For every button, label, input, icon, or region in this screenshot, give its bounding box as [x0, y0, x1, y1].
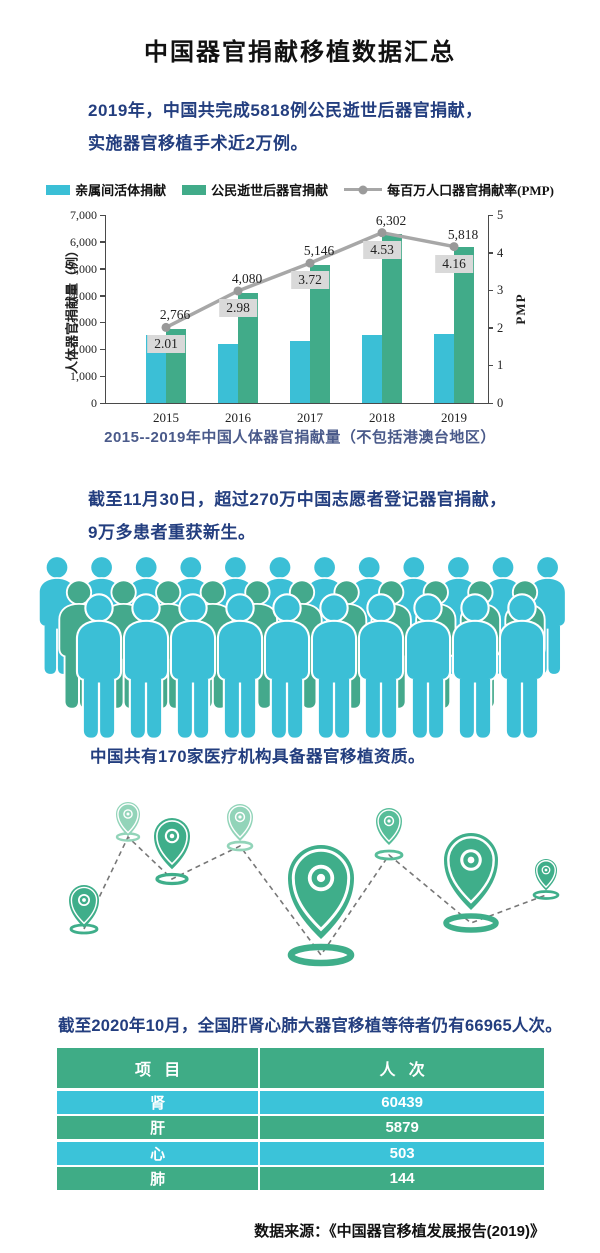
pmp-value-label: 2.98	[219, 298, 257, 317]
bar-living-donation	[362, 335, 382, 403]
bar-living-donation	[434, 333, 454, 403]
bar-living-donation	[218, 344, 238, 403]
person-icon	[404, 593, 452, 740]
person-icon	[498, 593, 546, 740]
chart-legend: 亲属间活体捐献 公民逝世后器官捐献 每百万人口器官捐献率(PMP)	[0, 180, 600, 199]
bar-deceased-donation	[310, 264, 330, 403]
green-bar-swatch-icon	[182, 184, 207, 195]
combo-chart-plot-area: 人体器官捐献量（例） PMP 7,000 6,000 5,000 4,000 3,000…	[65, 209, 529, 425]
legend-item-living-donation: 亲属间活体捐献	[46, 180, 166, 199]
legend-label: 每百万人口器官捐献率(PMP)	[387, 183, 554, 198]
right-axis-title: PMP	[513, 293, 528, 325]
organ-name: 肺	[57, 1167, 261, 1190]
location-pin-icon	[154, 818, 190, 886]
cyan-bar-swatch-icon	[46, 184, 71, 195]
organ-name: 肝	[57, 1116, 261, 1139]
pmp-value-label: 2.01	[147, 335, 185, 354]
dashed-connector-line	[83, 835, 547, 957]
deceased-donation-value-label: 6,302	[375, 212, 407, 228]
organ-count: 144	[389, 1170, 415, 1187]
location-pin-icon	[287, 845, 355, 967]
legend-label: 亲属间活体捐献	[75, 183, 167, 198]
intro-paragraph: 2019年，中国共完成5818例公民逝世后器官捐献， 实施器官移植手术近2万例。	[88, 94, 558, 160]
location-pin-icon	[374, 808, 404, 861]
bar-deceased-donation	[382, 233, 402, 403]
bar-living-donation	[290, 341, 310, 403]
waiting-list-table: 项 目 人 次 肾 60439 肝 5879 心 503 肺 144	[57, 1048, 544, 1190]
bar-deceased-donation	[238, 293, 258, 403]
deceased-donation-value-label: 5,146	[303, 243, 335, 259]
pmp-value-label: 3.72	[291, 271, 329, 290]
location-pin-icon	[443, 833, 499, 933]
chart-caption: 2015--2019年中国人体器官捐献量（不包括港澳台地区）	[104, 429, 496, 446]
pmp-value-label: 4.53	[363, 240, 401, 259]
registry-line-1: 截至11月30日，超过270万中国志愿者登记器官捐献，	[88, 490, 507, 509]
person-icon	[357, 593, 405, 740]
person-icon	[169, 593, 217, 740]
legend-item-pmp-rate: 每百万人口器官捐献率(PMP)	[344, 180, 554, 199]
data-source-note: 数据来源：《中国器官移植发展报告(2019)》	[254, 1223, 545, 1240]
organ-count: 503	[389, 1144, 415, 1162]
deceased-donation-value-label: 4,080	[231, 270, 263, 286]
location-pin-icon	[532, 859, 560, 900]
map-pins-illustration	[69, 802, 560, 967]
intro-line-2: 实施器官移植手术近2万例。	[88, 134, 308, 154]
organ-name: 肾	[57, 1090, 261, 1114]
organ-name: 心	[57, 1141, 261, 1165]
person-icon	[263, 593, 311, 740]
table-header-row: 项 目 人 次	[57, 1048, 544, 1088]
person-icon	[451, 593, 499, 740]
gray-line-marker-icon	[344, 185, 383, 194]
deceased-donation-value-label: 5,818	[447, 226, 479, 242]
person-icon	[310, 593, 358, 740]
legend-label: 公民逝世后器官捐献	[211, 183, 329, 198]
registry-paragraph: 截至11月30日，超过270万中国志愿者登记器官捐献， 9万多患者重获新生。	[88, 483, 568, 549]
person-icon	[122, 593, 170, 740]
deceased-donation-value-label: 2,766	[159, 307, 191, 323]
table-header-renshu: 人 次	[379, 1062, 425, 1079]
table-row-heart: 心 503	[57, 1141, 544, 1165]
organ-count: 5879	[385, 1119, 419, 1136]
person-icon	[75, 593, 123, 740]
table-row-lung: 肺 144	[57, 1167, 544, 1190]
bar-deceased-donation	[454, 246, 474, 403]
registry-line-2: 9万多患者重获新生。	[88, 523, 256, 543]
intro-line-1: 2019年，中国共完成5818例公民逝世后器官捐献，	[88, 101, 483, 120]
location-pin-icon	[69, 885, 99, 935]
pmp-line-series	[161, 228, 459, 332]
pmp-value-label: 4.16	[435, 254, 473, 273]
table-row-kidney: 肾 60439	[57, 1090, 544, 1114]
organ-count: 60439	[381, 1093, 423, 1111]
legend-item-deceased-donation: 公民逝世后器官捐献	[182, 180, 328, 199]
location-pin-icon	[226, 804, 254, 852]
person-icon	[216, 593, 264, 740]
hospitals-paragraph: 中国共有170家医疗机构具备器官移植资质。	[90, 748, 426, 766]
page-title: 中国器官捐献移植数据汇总	[144, 39, 456, 66]
waiting-list-paragraph: 截至2020年10月，全国肝肾心肺大器官移植等待者仍有66965人次。	[58, 1017, 562, 1035]
crowd-of-people-illustration	[38, 555, 567, 740]
location-pin-icon	[115, 802, 141, 842]
table-header-item: 项 目	[57, 1048, 261, 1088]
table-row-liver: 肝 5879	[57, 1116, 544, 1139]
